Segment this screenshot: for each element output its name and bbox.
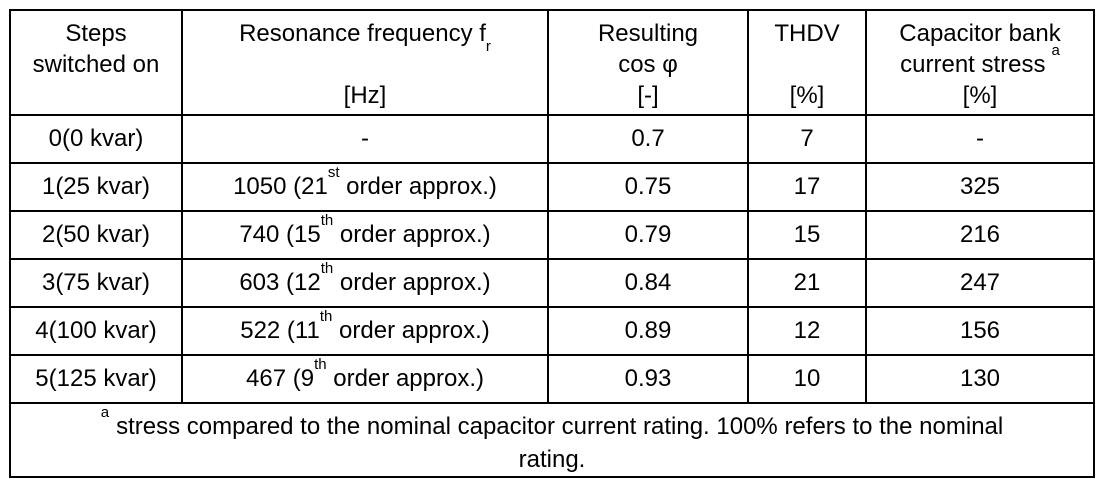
ordinal-superscript: th xyxy=(320,211,334,229)
cell-cos-phi: 0.7 xyxy=(547,114,749,164)
header-line: Steps xyxy=(65,20,127,47)
footnote-cell: a stress compared to the nominal capacito… xyxy=(9,402,1095,478)
freq-text: 522 (11 xyxy=(240,317,320,344)
table-header-row: Steps switched on Resonance frequency fr… xyxy=(9,9,1095,116)
cell-step: 1(25 kvar) xyxy=(9,162,183,212)
freq-tail-text: order approx.) xyxy=(333,221,491,248)
footnote-marker-superscript: a xyxy=(100,403,110,421)
freq-text: 603 (12 xyxy=(239,269,321,296)
ordinal-superscript: th xyxy=(320,259,334,277)
footnote-row: a stress compared to the nominal capacito… xyxy=(9,402,1095,478)
freq-tail-text: order approx.) xyxy=(339,173,497,200)
cell-resonance-frequency: 467 (9th order approx.) xyxy=(181,354,549,404)
header-line xyxy=(750,49,864,80)
header-line: THDV xyxy=(774,20,840,47)
cell-stress: 216 xyxy=(865,210,1095,260)
header-unit: [Hz] xyxy=(343,82,387,109)
cell-step: 5(125 kvar) xyxy=(9,354,183,404)
freq-tail-text: order approx.) xyxy=(332,317,490,344)
footnote-marker-superscript: a xyxy=(1051,41,1060,59)
table-row-step-2: 2(50 kvar) 740 (15th order approx.) 0.79… xyxy=(9,210,1095,260)
cell-resonance-frequency: 522 (11th order approx.) xyxy=(181,306,549,356)
footnote-text: stress compared to the nominal capacitor… xyxy=(116,413,1004,440)
header-text: current stress xyxy=(900,51,1046,78)
cell-stress: - xyxy=(865,114,1095,164)
ordinal-superscript: th xyxy=(314,355,327,373)
freq-tail-text: order approx.) xyxy=(333,269,491,296)
table-row-step-3: 3(75 kvar) 603 (12th order approx.) 0.84… xyxy=(9,258,1095,308)
header-line xyxy=(184,49,546,80)
header-unit: [%] xyxy=(789,82,825,109)
freq-text: - xyxy=(361,125,369,152)
cell-stress: 156 xyxy=(865,306,1095,356)
cell-cos-phi: 0.89 xyxy=(547,306,749,356)
cell-cos-phi: 0.84 xyxy=(547,258,749,308)
resonance-data-table: Steps switched on Resonance frequency fr… xyxy=(9,9,1095,478)
cell-cos-phi: 0.93 xyxy=(547,354,749,404)
cell-thdv: 21 xyxy=(747,258,867,308)
cell-thdv: 7 xyxy=(747,114,867,164)
freq-tail-text: order approx.) xyxy=(326,365,484,392)
header-unit: [%] xyxy=(962,82,998,109)
table-row-step-4: 4(100 kvar) 522 (11th order approx.) 0.8… xyxy=(9,306,1095,356)
column-header-capacitor-stress: Capacitor bank current stress a [%] xyxy=(865,9,1095,116)
ordinal-superscript: st xyxy=(327,163,340,181)
header-line: switched on xyxy=(32,51,160,78)
column-header-thdv: THDV [%] xyxy=(747,9,867,116)
cell-cos-phi: 0.75 xyxy=(547,162,749,212)
header-unit xyxy=(12,80,180,111)
table-row-step-0: 0(0 kvar) - 0.7 7 - xyxy=(9,114,1095,164)
table-row-step-1: 1(25 kvar) 1050 (21st order approx.) 0.7… xyxy=(9,162,1095,212)
cell-step: 4(100 kvar) xyxy=(9,306,183,356)
cell-resonance-frequency: - xyxy=(181,114,549,164)
column-header-resonance-frequency: Resonance frequency fr [Hz] xyxy=(181,9,549,116)
header-line: Resonance frequency fr xyxy=(184,18,546,54)
footnote-line-1: a stress compared to the nominal capacito… xyxy=(12,405,1092,443)
cell-stress: 325 xyxy=(865,162,1095,212)
cell-step: 2(50 kvar) xyxy=(9,210,183,260)
header-line: cos φ xyxy=(618,51,678,78)
ordinal-superscript: th xyxy=(319,307,333,325)
cell-stress: 247 xyxy=(865,258,1095,308)
freq-text: 740 (15 xyxy=(239,221,321,248)
cell-resonance-frequency: 1050 (21st order approx.) xyxy=(181,162,549,212)
freq-text: 467 (9 xyxy=(246,365,315,392)
column-header-cos-phi: Resulting cos φ [-] xyxy=(547,9,749,116)
cell-resonance-frequency: 740 (15th order approx.) xyxy=(181,210,549,260)
header-line: Capacitor bank xyxy=(899,20,1061,47)
cell-resonance-frequency: 603 (12th order approx.) xyxy=(181,258,549,308)
cell-thdv: 12 xyxy=(747,306,867,356)
subscript-r: r xyxy=(485,37,491,55)
cell-thdv: 15 xyxy=(747,210,867,260)
cell-thdv: 10 xyxy=(747,354,867,404)
header-line: current stress a xyxy=(868,43,1092,80)
header-line: Resulting xyxy=(597,20,699,47)
cell-cos-phi: 0.79 xyxy=(547,210,749,260)
footnote-line-2: rating. xyxy=(518,446,586,473)
cell-stress: 130 xyxy=(865,354,1095,404)
column-header-steps: Steps switched on xyxy=(9,9,183,116)
cell-step: 0(0 kvar) xyxy=(9,114,183,164)
cell-thdv: 17 xyxy=(747,162,867,212)
cell-step: 3(75 kvar) xyxy=(9,258,183,308)
freq-text: 1050 (21 xyxy=(233,173,328,200)
header-unit: [-] xyxy=(637,82,659,109)
table-row-step-5: 5(125 kvar) 467 (9th order approx.) 0.93… xyxy=(9,354,1095,404)
header-text: Resonance frequency f xyxy=(239,20,486,47)
